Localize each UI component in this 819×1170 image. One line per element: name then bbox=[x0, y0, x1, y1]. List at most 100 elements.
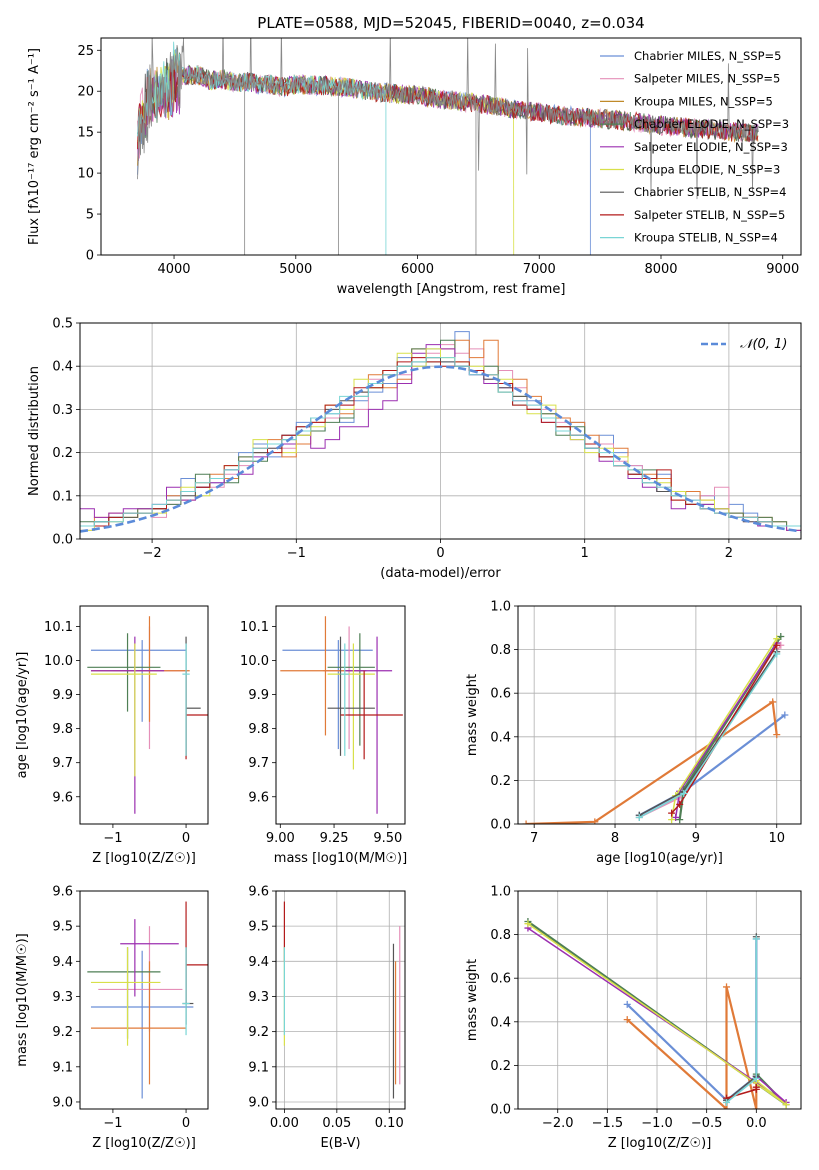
mass-weight-marker bbox=[676, 800, 684, 808]
x-axis-label: age [log10(age/yr)] bbox=[596, 851, 723, 866]
mass-weight-marker bbox=[524, 920, 532, 928]
y-tick-label: 0.5 bbox=[52, 317, 73, 332]
y-tick-label: 9.4 bbox=[52, 955, 73, 970]
y-tick-label: 0.2 bbox=[490, 774, 511, 789]
legend-label: 𝒩(0, 1) bbox=[740, 337, 787, 352]
y-tick-label: 9.8 bbox=[52, 722, 73, 737]
y-tick-label: 5 bbox=[86, 208, 94, 223]
mass-weight-marker bbox=[773, 641, 781, 649]
y-axis-label: Normed distribution bbox=[27, 366, 42, 496]
mass-weight-marker bbox=[668, 816, 676, 824]
x-tick-label: 8 bbox=[611, 831, 619, 846]
y-tick-label: 9.1 bbox=[52, 1060, 73, 1075]
residuals-panel: −2 −1 0 1 2 0.0 0.1 0.2 0.3 0.4 0.5 (data-model)/er… bbox=[27, 317, 802, 581]
legend-label: Kroupa MILES, N_SSP=5 bbox=[634, 94, 773, 108]
x-tick-label: 9.25 bbox=[320, 831, 349, 846]
x-tick-label: 9.50 bbox=[373, 831, 402, 846]
mass-weight-marker bbox=[773, 731, 781, 739]
y-tick-label: 0.2 bbox=[52, 446, 73, 461]
y-tick-label: 9.5 bbox=[248, 920, 269, 935]
x-axis-label: Z [log10(Z/Z☉)] bbox=[608, 1136, 712, 1151]
gaussian-curve bbox=[80, 365, 801, 533]
weight-vs-Z-panel: −2.0 −1.5 −1.0 −0.5 0.0 0.0 0.2 0.4 0.6 0.8 1.0 Z [… bbox=[465, 885, 802, 1151]
residuals-plot-area bbox=[80, 331, 801, 533]
y-tick-label: 0.4 bbox=[490, 730, 511, 745]
x-tick-label: 9000 bbox=[766, 262, 799, 277]
y-tick-label: 15 bbox=[77, 126, 94, 141]
x-tick-label: 0.05 bbox=[322, 1116, 351, 1131]
y-tick-label: 10.0 bbox=[240, 654, 269, 669]
legend-label: Kroupa STELIB, N_SSP=4 bbox=[634, 231, 778, 245]
age-vs-Z-plot-area bbox=[87, 616, 208, 814]
mass-weight-marker bbox=[522, 820, 530, 824]
mass-vs-Z-panel: −1 0 9.0 9.1 9.2 9.3 9.4 9.5 9.6 Z [log10(Z/Z☉)] m… bbox=[15, 885, 209, 1151]
y-tick-label: 0.3 bbox=[52, 403, 73, 418]
mass-weight-marker bbox=[723, 1105, 731, 1109]
mass-weight-marker bbox=[782, 1101, 790, 1109]
x-tick-label: 0 bbox=[436, 546, 444, 561]
y-tick-label: 0 bbox=[86, 249, 94, 264]
mass-weight-marker bbox=[723, 1098, 731, 1106]
axes-frame bbox=[79, 890, 209, 1110]
mass-weight-marker bbox=[777, 633, 785, 641]
y-tick-label: 9.7 bbox=[52, 756, 73, 771]
mass-weight-line bbox=[726, 936, 758, 1101]
histogram-step-line bbox=[80, 357, 801, 527]
age-vs-mass-plot-area bbox=[280, 616, 403, 814]
axes-frame bbox=[517, 890, 802, 1110]
spectrum-plot-area bbox=[137, 38, 759, 255]
y-tick-label: 1.0 bbox=[490, 600, 511, 615]
legend-label: Salpeter ELODIE, N_SSP=3 bbox=[634, 140, 788, 154]
x-tick-label: 6000 bbox=[401, 262, 434, 277]
y-tick-label: 0.4 bbox=[490, 1015, 511, 1030]
axes-frame bbox=[275, 605, 406, 825]
axes-frame bbox=[517, 605, 802, 825]
y-tick-label: 9.3 bbox=[52, 990, 73, 1005]
x-tick-label: 1 bbox=[581, 546, 589, 561]
y-tick-label: 9.4 bbox=[248, 955, 269, 970]
mass-weight-line bbox=[626, 939, 758, 1102]
legend-label: Salpeter MILES, N_SSP=5 bbox=[634, 72, 780, 86]
x-tick-label: 0.0 bbox=[746, 1116, 767, 1131]
mass-weight-marker bbox=[591, 818, 599, 824]
x-axis-label: Z [log10(Z/Z☉)] bbox=[92, 851, 196, 866]
x-tick-label: −2.0 bbox=[542, 1116, 574, 1131]
age-vs-Z-panel: −1 0 9.6 9.7 9.8 9.9 10.0 10.1 Z [log10(Z/Z☉)] ag… bbox=[15, 605, 209, 866]
axes-frame bbox=[79, 605, 209, 825]
y-tick-label: 0.8 bbox=[490, 928, 511, 943]
x-axis-label: E(B-V) bbox=[320, 1136, 360, 1151]
x-tick-label: 9.00 bbox=[266, 831, 295, 846]
y-axis-label: mass weight bbox=[465, 674, 480, 756]
weight-vs-Z-plot-area bbox=[524, 918, 790, 1109]
x-tick-label: 0.10 bbox=[375, 1116, 404, 1131]
y-tick-label: 9.0 bbox=[248, 1095, 269, 1110]
x-tick-label: 0.00 bbox=[270, 1116, 299, 1131]
y-tick-label: 0.0 bbox=[490, 818, 511, 833]
y-axis-label: age [log10(age/yr)] bbox=[15, 652, 30, 779]
y-tick-label: 0.6 bbox=[490, 687, 511, 702]
y-tick-label: 9.1 bbox=[248, 1060, 269, 1075]
y-tick-label: 9.6 bbox=[52, 885, 73, 900]
y-tick-label: 9.8 bbox=[248, 722, 269, 737]
y-tick-label: 0.6 bbox=[490, 972, 511, 987]
age-vs-mass-panel: 9.00 9.25 9.50 9.6 9.7 9.8 9.9 10.0 10.1 mass [lo… bbox=[240, 605, 407, 866]
y-tick-label: 0.8 bbox=[490, 643, 511, 658]
y-tick-label: 0.4 bbox=[52, 360, 73, 375]
mass-weight-marker bbox=[672, 813, 680, 821]
y-tick-label: 10.1 bbox=[44, 620, 73, 635]
x-tick-label: 0 bbox=[182, 831, 190, 846]
weight-vs-age-panel: 7 8 9 10 0.0 0.2 0.4 0.6 0.8 1.0 age [log10(age/yr… bbox=[465, 600, 802, 866]
x-tick-label: −1 bbox=[103, 831, 122, 846]
y-tick-label: 9.6 bbox=[248, 885, 269, 900]
y-axis-label: mass weight bbox=[465, 959, 480, 1041]
data-spectrum-line bbox=[137, 38, 759, 200]
mass-weight-line bbox=[726, 939, 758, 1104]
legend-label: Chabrier STELIB, N_SSP=4 bbox=[634, 185, 786, 199]
axes-frame bbox=[79, 322, 802, 540]
x-axis-label: mass [log10(M/M☉)] bbox=[274, 851, 407, 866]
y-tick-label: 9.0 bbox=[52, 1095, 73, 1110]
mass-weight-marker bbox=[668, 809, 676, 817]
mass-weight-marker bbox=[623, 1000, 631, 1008]
x-tick-label: −2 bbox=[143, 546, 162, 561]
x-tick-label: 7 bbox=[530, 831, 538, 846]
